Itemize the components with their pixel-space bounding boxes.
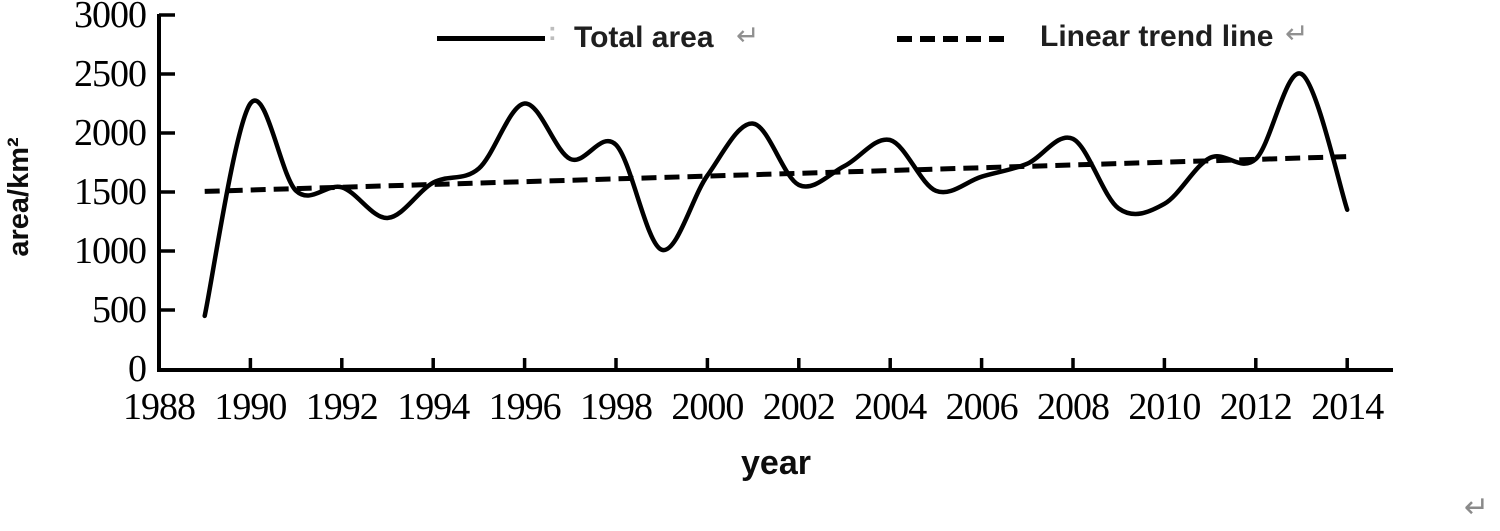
x-tick-label: 2008: [1037, 386, 1110, 428]
x-tick-label: 1992: [305, 386, 379, 428]
y-tick-label: 0: [128, 348, 147, 390]
y-axis-title: area/km²: [3, 137, 35, 257]
x-tick-label: 1996: [488, 386, 562, 428]
x-tick-label: 2014: [1311, 386, 1384, 428]
total-area-line: [202, 71, 1350, 319]
paragraph-return-icon: ↵: [736, 19, 760, 52]
x-tick-label: 2010: [1128, 386, 1201, 428]
x-tick-label: 1994: [397, 386, 470, 428]
x-tick-label: 2004: [854, 386, 927, 428]
legend-swatch-linear-trend-line: [897, 36, 1009, 42]
linear-trend-line: [204, 154, 1348, 194]
paragraph-return-icon: ↵: [1285, 17, 1309, 50]
x-tick-label: 2002: [762, 386, 836, 428]
x-tick-label: 1998: [580, 386, 653, 428]
x-tick-label: 2012: [1219, 386, 1293, 428]
x-tick-label: 1988: [123, 386, 196, 428]
x-tick-label: 2000: [671, 386, 744, 428]
y-tick-label: 2000: [74, 112, 147, 154]
legend-swatch-total-area: [437, 36, 545, 41]
y-tick-label: 500: [92, 289, 147, 331]
legend-label-total-area: Total area: [574, 21, 714, 54]
x-axis-ticks: [248, 358, 1349, 370]
legend-label-linear-trend-line: Linear trend line: [1040, 20, 1274, 53]
y-tick-label: 3000: [74, 0, 147, 36]
y-tick-label: 1500: [74, 171, 147, 213]
y-tick-label: 1000: [74, 230, 147, 272]
paragraph-return-icon: ↵: [1464, 490, 1490, 525]
legend-colon-artifact: :: [548, 16, 557, 46]
x-tick-label: 2006: [945, 386, 1019, 428]
x-axis-title: year: [741, 444, 811, 482]
x-tick-label: 1990: [214, 386, 287, 428]
y-tick-label: 2500: [74, 53, 147, 95]
y-axis-ticks: [159, 13, 175, 312]
